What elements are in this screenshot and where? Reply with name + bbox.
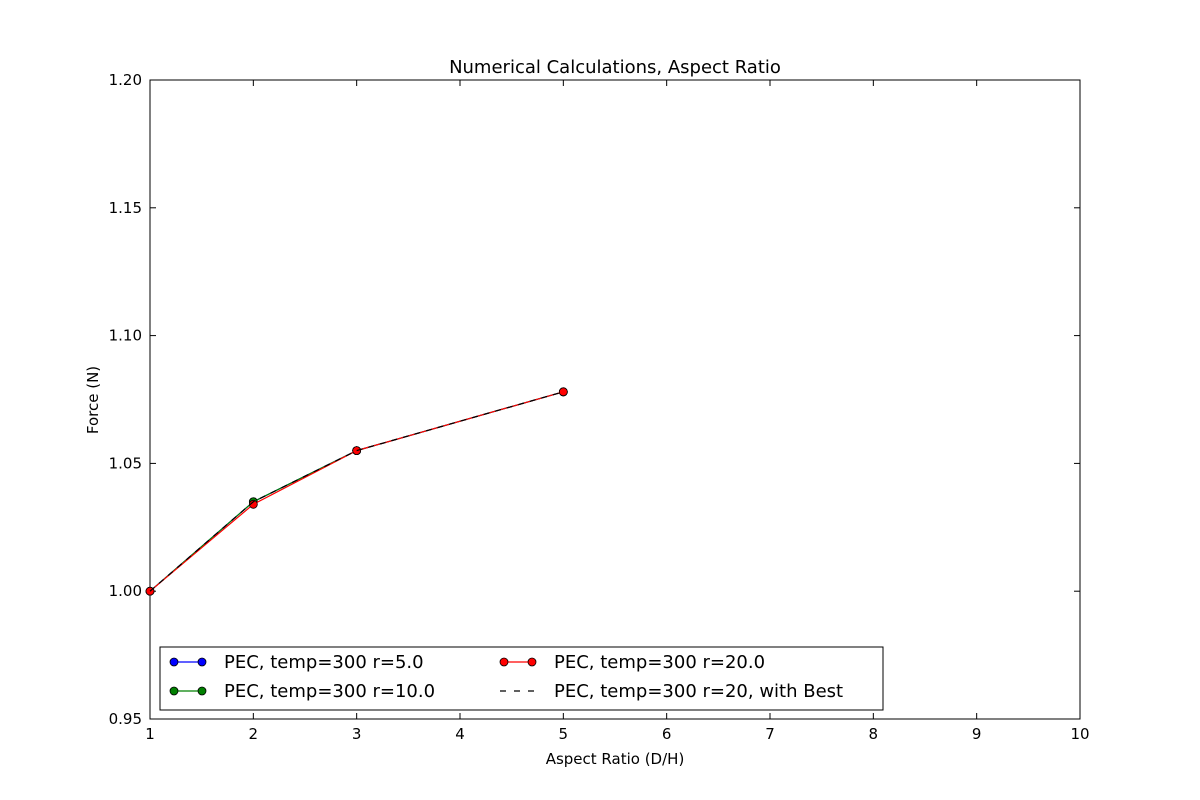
legend-marker-1 (197, 686, 207, 696)
y-tick-label: 1.05 (109, 454, 142, 472)
x-tick-label: 5 (559, 725, 569, 743)
axes-frame (149, 79, 1081, 720)
x-tick-label: 2 (249, 725, 259, 743)
series-point-2 (558, 387, 568, 397)
y-tick-label: 1.00 (109, 582, 142, 600)
y-tick-label: 1.20 (109, 71, 142, 89)
y-tick-label: 1.10 (109, 327, 142, 345)
chart-title: Numerical Calculations, Aspect Ratio (449, 57, 781, 78)
legend-label-1: PEC, temp=300 r=10.0 (224, 681, 435, 702)
legend-box (159, 646, 884, 711)
x-tick-label: 3 (352, 725, 362, 743)
y-axis-label: Force (N) (84, 366, 102, 434)
legend: PEC, temp=300 r=5.0 PEC, temp=300 r=10.0 P… (159, 646, 884, 711)
x-tick-label: 8 (869, 725, 879, 743)
y-tick-label: 0.95 (109, 710, 142, 728)
x-axis-label: Aspect Ratio (D/H) (546, 750, 685, 768)
legend-label-0: PEC, temp=300 r=5.0 (224, 652, 424, 673)
series-line-2 (149, 391, 564, 592)
x-tick-label: 10 (1070, 725, 1089, 743)
plot-area: 1 2 3 4 5 6 7 8 9 10 0.95 1.00 1.05 1.10 1.15 1.20 (109, 71, 1090, 743)
legend-label-3: PEC, temp=300 r=20, with Best (554, 681, 843, 702)
x-tick-label: 7 (765, 725, 775, 743)
legend-marker-0 (197, 657, 207, 667)
legend-marker-1 (169, 686, 179, 696)
x-tick-label: 1 (145, 725, 155, 743)
legend-marker-2 (499, 657, 509, 667)
legend-marker-2 (527, 657, 537, 667)
y-tick-label: 1.15 (109, 199, 142, 217)
series-point-2 (248, 499, 258, 509)
legend-marker-0 (169, 657, 179, 667)
x-tick-label: 6 (662, 725, 672, 743)
x-tick-label: 9 (972, 725, 982, 743)
x-tick-label: 4 (455, 725, 465, 743)
legend-label-2: PEC, temp=300 r=20.0 (554, 652, 765, 673)
series-line-3 (149, 391, 564, 592)
series-point-2 (352, 446, 362, 456)
